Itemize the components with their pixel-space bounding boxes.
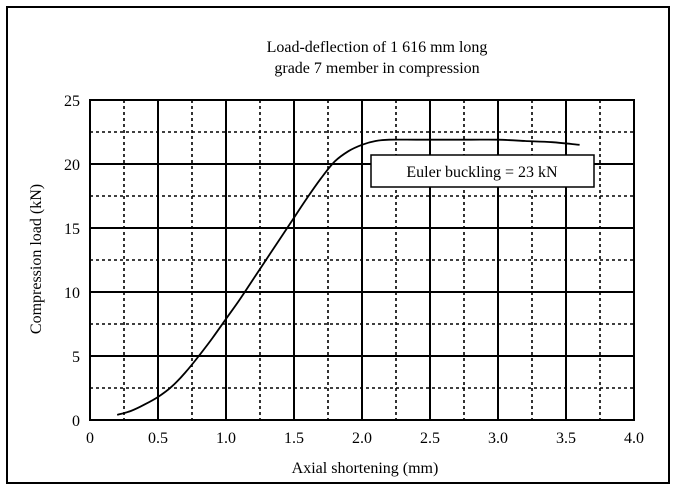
series-line-0: [116, 138, 580, 416]
x-tick-label-3: 1.5: [284, 430, 304, 447]
annotation-box: Euler buckling = 23 kN: [370, 154, 595, 188]
y-tick-label-3: 15: [64, 221, 80, 238]
x-tick-label-0: 0: [86, 430, 94, 447]
annotation-rect: [370, 154, 595, 188]
chart-title-line-1: Load-deflection of 1 616 mm long: [267, 39, 488, 56]
annotation-text: Euler buckling = 23 kN: [406, 164, 558, 181]
y-tick-label-1: 5: [72, 349, 80, 366]
x-tick-label-4: 2.0: [352, 430, 372, 447]
x-tick-label-6: 3.0: [488, 430, 508, 447]
chart-frame: [6, 6, 670, 484]
y-tick-label-4: 20: [64, 157, 80, 174]
y-tick-labels: 0 5 10 15 20 25: [64, 93, 80, 430]
y-tick-label-5: 25: [64, 93, 80, 110]
x-tick-label-7: 3.5: [556, 430, 576, 447]
x-tick-label-5: 2.5: [420, 430, 440, 447]
x-tick-label-2: 1.0: [216, 430, 236, 447]
y-tick-label-0: 0: [72, 413, 80, 430]
x-tick-labels: 0 0.5 1.0 1.5 2.0 2.5 3.0 3.5 4.0: [86, 430, 644, 447]
x-tick-label-1: 0.5: [148, 430, 168, 447]
x-tick-label-8: 4.0: [624, 430, 644, 447]
x-axis-label: Axial shortening (mm): [292, 460, 439, 477]
plot-axes: [89, 99, 635, 421]
plot-border: [89, 99, 635, 421]
y-tick-label-2: 10: [64, 285, 80, 302]
grid: [90, 100, 634, 420]
series-layer: [116, 138, 580, 416]
y-axis-label: Compression load (kN): [28, 184, 45, 334]
chart-title-line-2: grade 7 member in compression: [274, 60, 479, 77]
